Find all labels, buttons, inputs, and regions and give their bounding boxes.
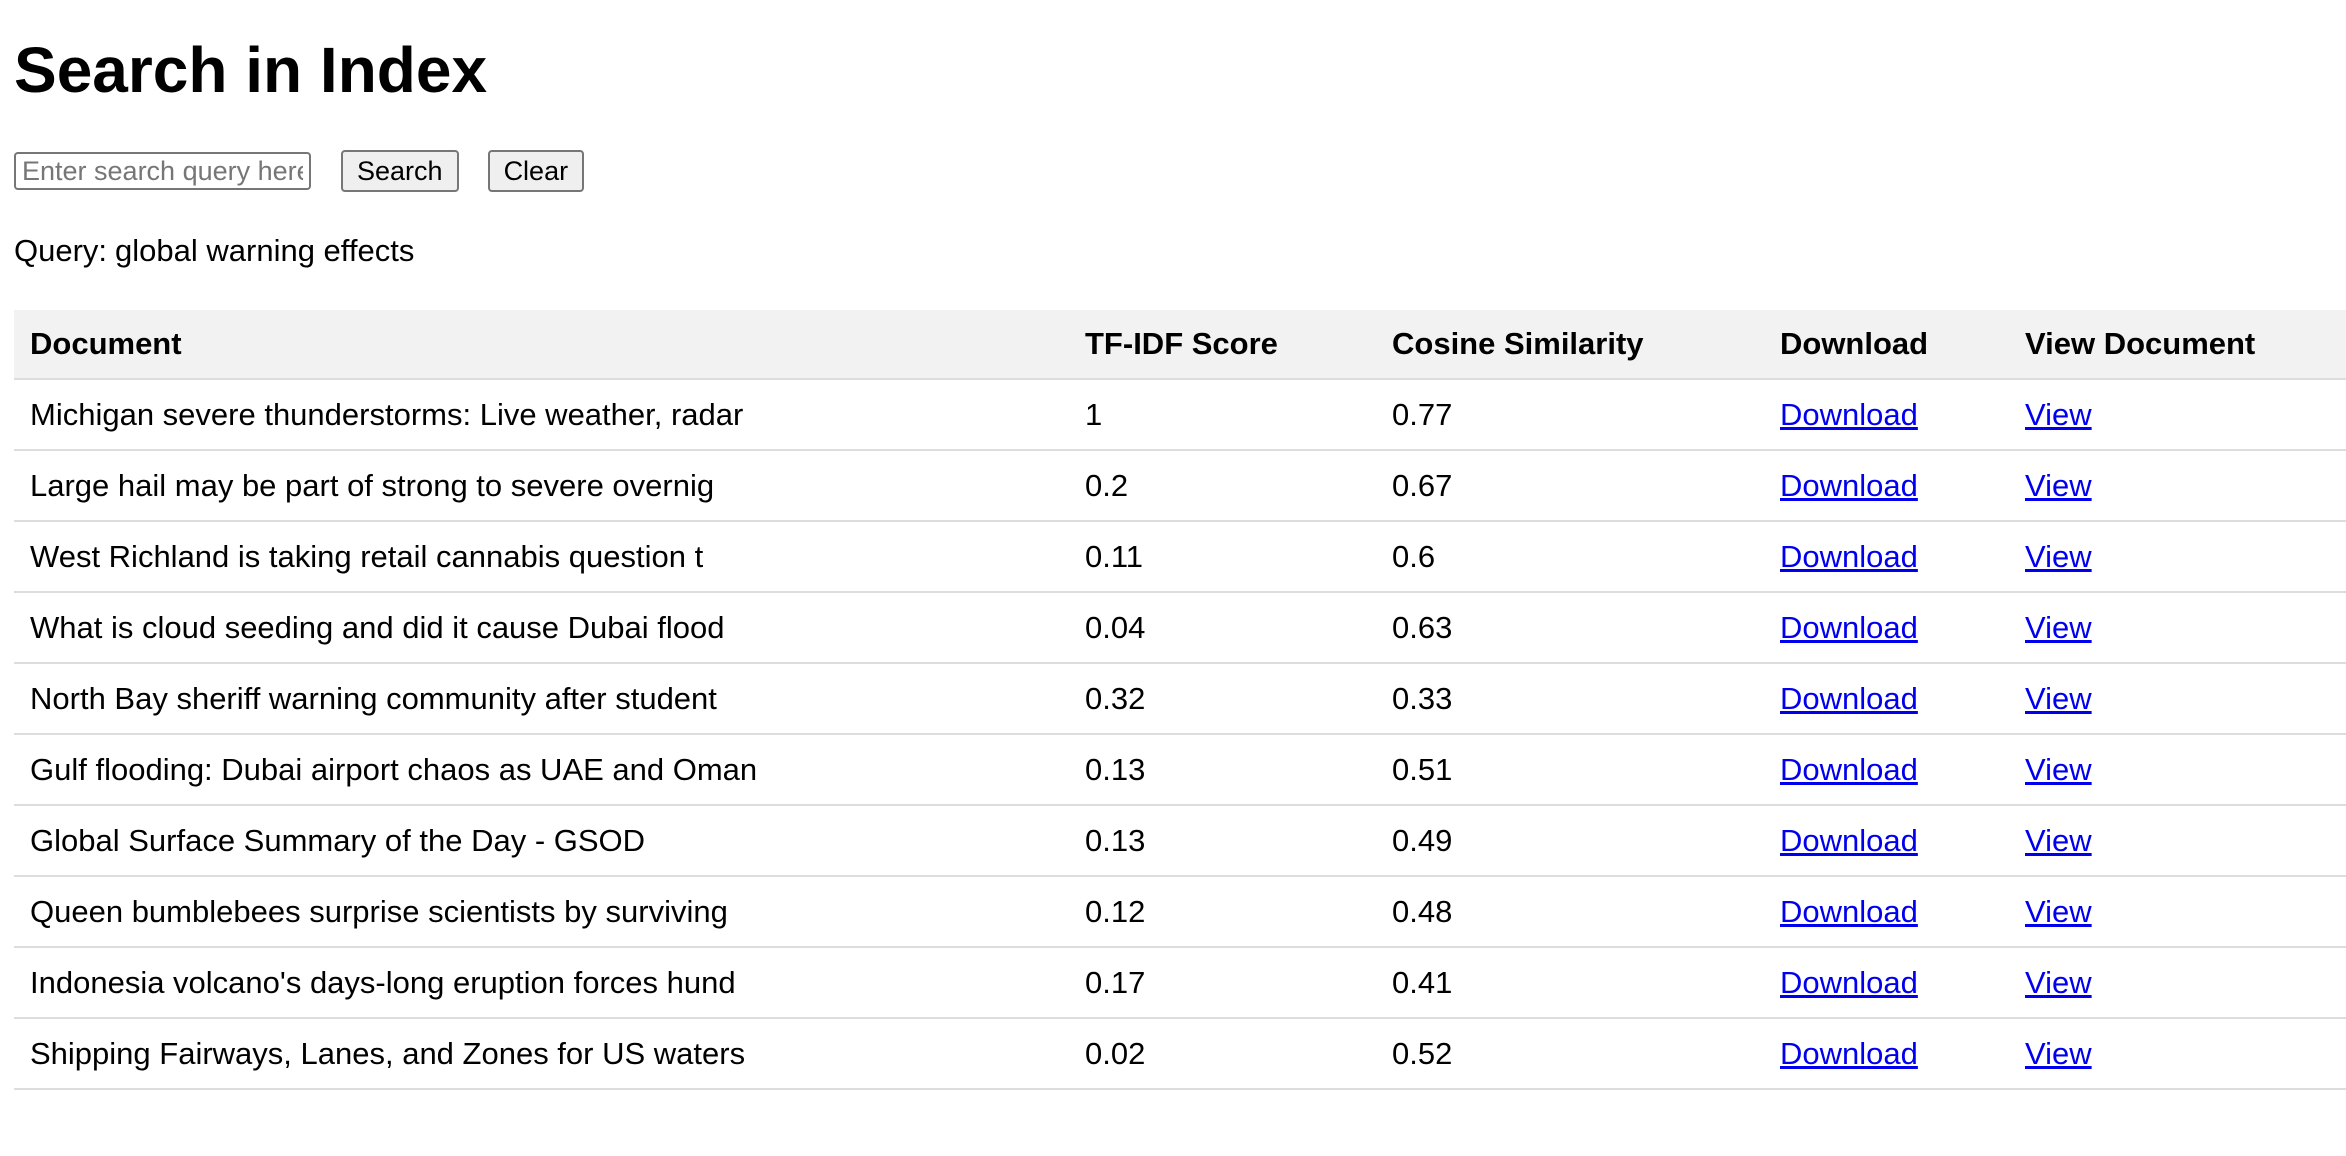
cosine-similarity: 0.48 <box>1376 876 1764 948</box>
view-link[interactable]: View <box>2025 609 2092 645</box>
cosine-similarity: 0.33 <box>1376 663 1764 735</box>
cosine-similarity: 0.52 <box>1376 1018 1764 1090</box>
tfidf-score: 0.13 <box>1069 734 1376 806</box>
download-link[interactable]: Download <box>1780 467 1918 503</box>
page: Search in Index Search Clear Query:globa… <box>14 0 2346 1090</box>
table-row: Gulf flooding: Dubai airport chaos as UA… <box>14 734 2346 806</box>
query-display: Query: global warning effects <box>14 232 414 270</box>
table-row: Queen bumblebees surprise scientists by … <box>14 876 2346 948</box>
column-header-tfidf: TF-IDF Score <box>1069 310 1376 380</box>
column-header-cosine: Cosine Similarity <box>1376 310 1764 380</box>
cosine-similarity: 0.51 <box>1376 734 1764 806</box>
tfidf-score: 0.32 <box>1069 663 1376 735</box>
download-link[interactable]: Download <box>1780 751 1918 787</box>
query-label: Query: <box>14 233 108 268</box>
table-row: North Bay sheriff warning community afte… <box>14 663 2346 735</box>
page-title: Search in Index <box>14 34 488 106</box>
table-header-row: Document TF-IDF Score Cosine Similarity … <box>14 310 2346 380</box>
table-row: West Richland is taking retail cannabis … <box>14 521 2346 593</box>
table-row: Large hail may be part of strong to seve… <box>14 450 2346 522</box>
cosine-similarity: 0.6 <box>1376 521 1764 593</box>
cosine-similarity: 0.49 <box>1376 805 1764 877</box>
search-button[interactable]: Search <box>341 150 459 192</box>
table-row: Global Surface Summary of the Day - GSOD… <box>14 805 2346 877</box>
view-link[interactable]: View <box>2025 822 2092 858</box>
column-header-download: Download <box>1764 310 2009 380</box>
download-link[interactable]: Download <box>1780 1035 1918 1071</box>
download-link[interactable]: Download <box>1780 680 1918 716</box>
tfidf-score: 0.13 <box>1069 805 1376 877</box>
table-row: Indonesia volcano's days-long eruption f… <box>14 947 2346 1019</box>
query-text: global warning effects <box>115 233 415 268</box>
cosine-similarity: 0.77 <box>1376 379 1764 451</box>
view-link[interactable]: View <box>2025 964 2092 1000</box>
search-input[interactable] <box>14 152 311 190</box>
document-title: Shipping Fairways, Lanes, and Zones for … <box>14 1018 1069 1090</box>
tfidf-score: 0.04 <box>1069 592 1376 664</box>
view-link[interactable]: View <box>2025 1035 2092 1071</box>
view-link[interactable]: View <box>2025 396 2092 432</box>
table-row: What is cloud seeding and did it cause D… <box>14 592 2346 664</box>
download-link[interactable]: Download <box>1780 609 1918 645</box>
view-link[interactable]: View <box>2025 680 2092 716</box>
download-link[interactable]: Download <box>1780 822 1918 858</box>
download-link[interactable]: Download <box>1780 893 1918 929</box>
document-title: Queen bumblebees surprise scientists by … <box>14 876 1069 948</box>
tfidf-score: 0.11 <box>1069 521 1376 593</box>
tfidf-score: 0.02 <box>1069 1018 1376 1090</box>
column-header-view: View Document <box>2009 310 2346 380</box>
table-row: Shipping Fairways, Lanes, and Zones for … <box>14 1018 2346 1090</box>
view-link[interactable]: View <box>2025 538 2092 574</box>
column-header-document: Document <box>14 310 1069 380</box>
cosine-similarity: 0.67 <box>1376 450 1764 522</box>
download-link[interactable]: Download <box>1780 538 1918 574</box>
cosine-similarity: 0.63 <box>1376 592 1764 664</box>
search-bar: Search Clear <box>14 150 585 192</box>
table-row: Michigan severe thunderstorms: Live weat… <box>14 379 2346 451</box>
clear-button[interactable]: Clear <box>487 150 585 192</box>
tfidf-score: 1 <box>1069 379 1376 451</box>
document-title: Indonesia volcano's days-long eruption f… <box>14 947 1069 1019</box>
document-title: Large hail may be part of strong to seve… <box>14 450 1069 522</box>
document-title: North Bay sheriff warning community afte… <box>14 663 1069 735</box>
view-link[interactable]: View <box>2025 751 2092 787</box>
cosine-similarity: 0.41 <box>1376 947 1764 1019</box>
document-title: Michigan severe thunderstorms: Live weat… <box>14 379 1069 451</box>
document-title: What is cloud seeding and did it cause D… <box>14 592 1069 664</box>
view-link[interactable]: View <box>2025 893 2092 929</box>
tfidf-score: 0.17 <box>1069 947 1376 1019</box>
document-title: West Richland is taking retail cannabis … <box>14 521 1069 593</box>
results-table: Document TF-IDF Score Cosine Similarity … <box>14 310 2346 1090</box>
download-link[interactable]: Download <box>1780 396 1918 432</box>
view-link[interactable]: View <box>2025 467 2092 503</box>
download-link[interactable]: Download <box>1780 964 1918 1000</box>
document-title: Global Surface Summary of the Day - GSOD <box>14 805 1069 877</box>
tfidf-score: 0.2 <box>1069 450 1376 522</box>
tfidf-score: 0.12 <box>1069 876 1376 948</box>
document-title: Gulf flooding: Dubai airport chaos as UA… <box>14 734 1069 806</box>
